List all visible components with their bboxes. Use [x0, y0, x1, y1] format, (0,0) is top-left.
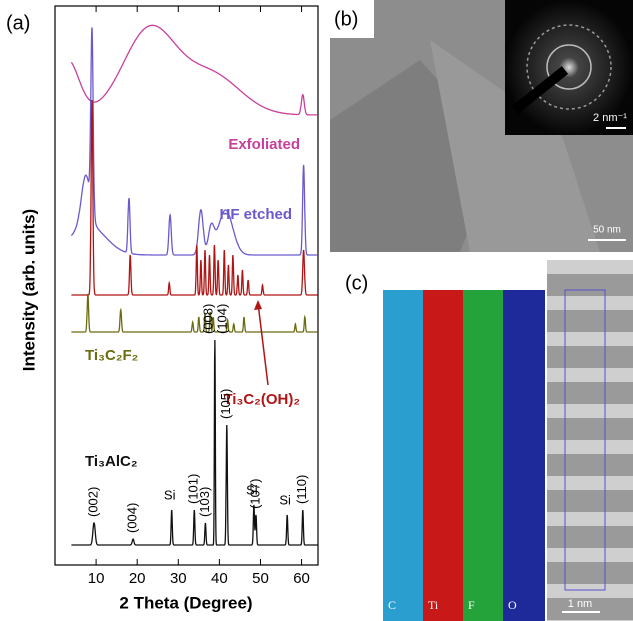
- x-tick-label: 10: [88, 570, 105, 587]
- peak-label: Si: [246, 482, 258, 497]
- element-label: O: [508, 598, 517, 612]
- peak-label: (103): [197, 487, 212, 517]
- y-axis-label: Intensity (arb. units): [19, 209, 38, 371]
- inset-scale: 2 nm⁻¹: [593, 112, 627, 124]
- xrd-pattern: [70, 24, 318, 116]
- peak-label: Si: [164, 487, 176, 502]
- peak-label: (008): [200, 304, 215, 334]
- peak-label: (101): [186, 474, 201, 504]
- element-label: C: [388, 598, 396, 612]
- pattern-label: Ti₃C₂(OH)₂: [223, 391, 300, 408]
- flake: [430, 40, 600, 252]
- pattern-label: Ti₃C₂F₂: [85, 347, 138, 364]
- xrd-pattern: [71, 293, 318, 333]
- x-tick-label: 30: [170, 570, 187, 587]
- panel-label: (c): [345, 272, 368, 294]
- plot-frame: [54, 5, 319, 566]
- xrd-pattern: [71, 99, 318, 296]
- peak-label: (107): [247, 479, 262, 509]
- pattern-label: Ti₃AlC₂: [85, 453, 138, 470]
- c-map: [383, 290, 423, 621]
- label-box: [330, 0, 374, 38]
- ring: [546, 44, 592, 90]
- peak-label: (004): [125, 503, 140, 533]
- scale-label: 1 nm: [568, 598, 592, 610]
- peak-label: (110): [294, 475, 309, 504]
- arrow-head: [254, 300, 262, 310]
- xrd-pattern: [70, 27, 318, 256]
- x-tick-label: 40: [211, 570, 228, 587]
- pattern-label: Exfoliated: [228, 136, 300, 153]
- x-tick-label: 20: [129, 570, 146, 587]
- xrd-pattern: [71, 339, 318, 546]
- beam-stop: [511, 66, 569, 114]
- peak-label: (104): [214, 304, 229, 334]
- o-map: [503, 290, 545, 621]
- pattern-label: HF etched: [219, 206, 292, 223]
- panel-label: (a): [6, 12, 30, 34]
- x-tick-label: 50: [252, 570, 269, 587]
- scale-label: 50 nm: [593, 225, 621, 236]
- ti-map: [423, 290, 463, 621]
- element-label: Ti: [428, 598, 439, 612]
- stem-image: [547, 260, 633, 621]
- peak-label: Si: [279, 492, 291, 507]
- element-label: F: [468, 598, 475, 612]
- panel-label: (b): [334, 8, 358, 30]
- ring: [526, 24, 612, 110]
- arrow: [257, 302, 269, 386]
- x-axis-label: 2 Theta (Degree): [119, 593, 252, 612]
- peak-label: (002): [85, 487, 100, 517]
- x-tick-label: 60: [293, 570, 310, 587]
- peak-label: (105): [218, 389, 233, 419]
- f-map: [463, 290, 503, 621]
- roi-box: [564, 289, 606, 591]
